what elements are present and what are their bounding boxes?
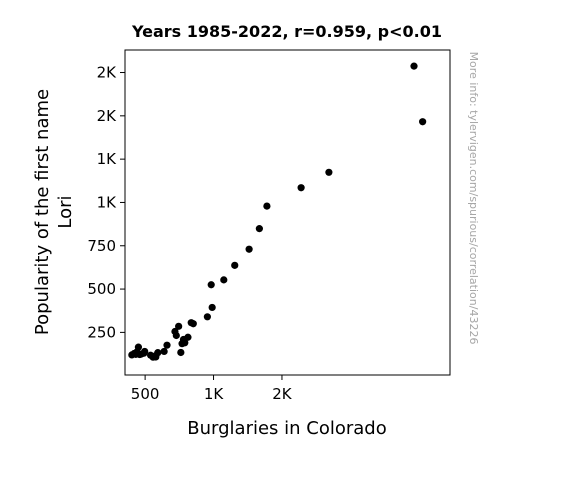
y-tick-label: 2K	[97, 64, 118, 82]
data-point-7	[231, 261, 239, 269]
y-axis-label-line-2: Lori	[55, 195, 76, 228]
y-axis: 250 500 750 1K 1K 2K 2K	[87, 64, 125, 341]
y-tick-label: 750	[87, 237, 116, 255]
data-point-16	[172, 331, 180, 340]
y-tick-label: 1K	[97, 193, 118, 211]
y-tick-label: 1K	[97, 150, 118, 168]
data-point-35	[136, 350, 144, 359]
data-point-22	[177, 348, 185, 357]
data-point-0	[410, 62, 418, 70]
data-point-3	[297, 184, 305, 192]
data-point-21	[163, 341, 171, 349]
data-point-1	[419, 118, 427, 126]
data-point-13	[189, 320, 197, 328]
data-point-28	[152, 353, 160, 361]
data-point-9	[207, 281, 215, 289]
data-points	[128, 62, 427, 361]
data-point-2	[325, 168, 333, 176]
data-point-23	[160, 347, 168, 356]
x-tick-label: 500	[131, 385, 160, 403]
y-axis-label-line-1: Popularity of the first name	[32, 89, 53, 335]
data-point-5	[255, 225, 263, 233]
data-point-14	[175, 322, 183, 330]
x-tick-label: 1K	[204, 385, 225, 403]
watermark-text: More info: tylervigen.com/spurious/corre…	[467, 52, 480, 345]
data-point-20	[178, 340, 186, 348]
data-point-11	[203, 313, 211, 321]
data-point-4	[263, 202, 271, 210]
data-point-8	[220, 276, 228, 284]
x-tick-label: 2K	[272, 385, 293, 403]
y-tick-label: 250	[87, 323, 116, 341]
data-point-10	[208, 303, 216, 312]
y-tick-label: 500	[87, 280, 116, 298]
x-axis-label: Burglaries in Colorado	[187, 418, 386, 439]
data-point-37	[128, 351, 136, 359]
plot-frame	[124, 49, 451, 376]
y-tick-label: 2K	[97, 107, 118, 125]
chart-title: Years 1985-2022, r=0.959, p<0.01	[131, 22, 442, 41]
data-point-6	[245, 245, 253, 253]
x-axis: 500 1K 2K	[131, 375, 293, 403]
